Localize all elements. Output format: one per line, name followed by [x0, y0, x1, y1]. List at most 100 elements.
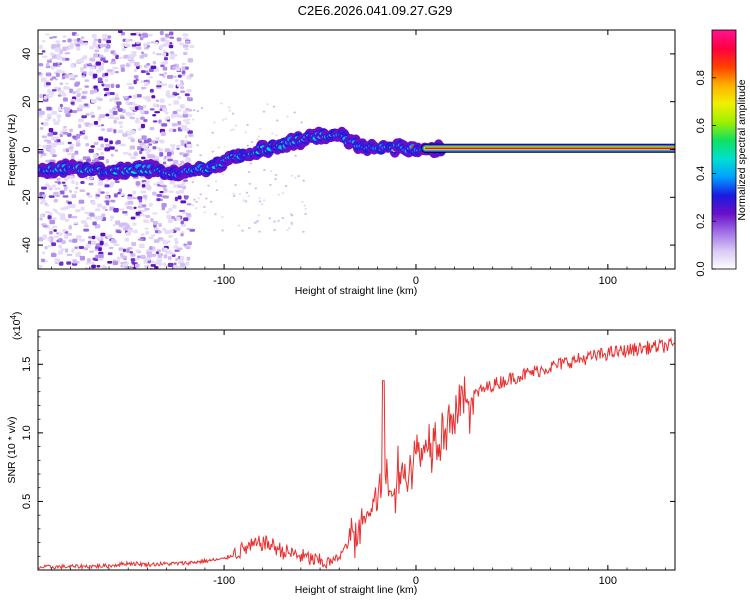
noise-cell [260, 203, 264, 206]
noise-cell [148, 236, 154, 240]
noise-cell [172, 204, 177, 209]
noise-cell [134, 61, 140, 67]
noise-cell [40, 77, 47, 82]
noise-cell [121, 109, 126, 114]
noise-cell [138, 127, 142, 131]
noise-cell [84, 79, 90, 82]
noise-cell [174, 237, 178, 242]
noise-cell [57, 119, 61, 122]
noise-cell [129, 106, 135, 111]
noise-cell [199, 193, 203, 196]
noise-cell [138, 202, 143, 206]
noise-cell [68, 213, 72, 219]
noise-cell [135, 117, 139, 122]
noise-cell [187, 118, 191, 121]
noise-cell [122, 96, 128, 99]
noise-cell [65, 148, 70, 153]
noise-cell [55, 40, 61, 44]
noise-cell [77, 93, 82, 96]
noise-cell [162, 227, 167, 231]
noise-cell [97, 98, 103, 101]
noise-cell [141, 135, 147, 140]
noise-cell [66, 253, 73, 256]
noise-cell [133, 68, 138, 73]
noise-cell [179, 263, 186, 267]
noise-cell [91, 264, 96, 269]
noise-cell [69, 128, 73, 133]
noise-cell [78, 199, 85, 204]
noise-cell [82, 129, 86, 134]
noise-cell [74, 83, 79, 87]
noise-cell [53, 136, 59, 140]
noise-cell [79, 189, 86, 193]
noise-cell [100, 191, 105, 194]
noise-cell [158, 119, 162, 124]
noise-cell [157, 256, 163, 259]
noise-cell [181, 66, 186, 71]
noise-cell [41, 186, 47, 190]
noise-cell [100, 151, 104, 156]
noise-cell [140, 255, 146, 260]
noise-cell [130, 216, 136, 220]
snr-frame [37, 329, 676, 571]
noise-cell [188, 150, 193, 153]
noise-cell [186, 114, 193, 117]
noise-cell [78, 118, 84, 123]
noise-cell [294, 176, 297, 179]
noise-cell [154, 261, 160, 265]
noise-cell [167, 256, 172, 261]
noise-cell [221, 173, 225, 176]
noise-cell [51, 110, 58, 115]
noise-cell [113, 208, 119, 213]
noise-cell [131, 241, 137, 247]
noise-cell [274, 177, 277, 180]
noise-cell [57, 107, 62, 110]
noise-cell [253, 221, 257, 224]
noise-cell [165, 41, 169, 46]
noise-cell [294, 154, 297, 157]
noise-cell [61, 75, 66, 80]
noise-cell [286, 115, 289, 118]
noise-cell [176, 247, 183, 251]
noise-cell [43, 121, 49, 127]
noise-cell [105, 243, 109, 247]
noise-cell [45, 33, 50, 36]
noise-cell [180, 90, 185, 93]
noise-cell [47, 149, 51, 152]
noise-cell [211, 131, 214, 134]
noise-cell [183, 217, 189, 222]
noise-cell [171, 146, 175, 150]
noise-cell [94, 245, 99, 250]
noise-cell [63, 184, 67, 187]
noise-cell [80, 180, 85, 185]
noise-cell [109, 181, 115, 186]
noise-cell [144, 207, 150, 211]
noise-cell [168, 84, 174, 89]
noise-cell [99, 240, 104, 246]
noise-cell [67, 44, 74, 50]
noise-cell [134, 106, 139, 111]
noise-cell [200, 107, 204, 110]
noise-cell [149, 88, 154, 93]
noise-cell [172, 110, 178, 115]
noise-cell [302, 179, 305, 182]
noise-cell [161, 202, 167, 208]
noise-cell [62, 46, 67, 52]
noise-cell [122, 152, 129, 155]
top-x-tick-label: 0 [413, 275, 419, 287]
noise-cell [51, 225, 58, 228]
noise-cell [48, 127, 54, 133]
noise-cell [161, 83, 168, 87]
noise-cell [136, 94, 142, 98]
noise-cell [173, 100, 179, 105]
noise-cell [101, 43, 107, 47]
noise-cell [179, 104, 185, 109]
noise-cell [81, 95, 86, 100]
noise-cell [176, 147, 180, 150]
noise-cell [83, 228, 90, 232]
noise-cell [151, 95, 156, 99]
noise-cell [222, 119, 225, 122]
noise-cell [89, 212, 95, 217]
noise-cell [61, 181, 66, 184]
noise-cell [112, 66, 119, 70]
